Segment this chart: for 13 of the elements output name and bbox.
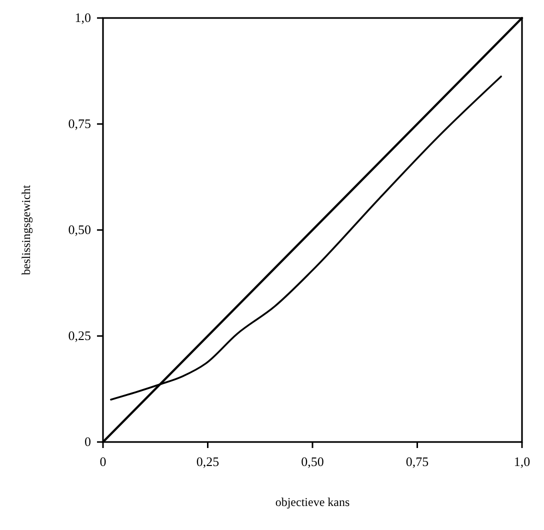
line-series <box>110 76 502 400</box>
y-tick-label: 0,25 <box>68 328 91 343</box>
x-tick-label: 1,0 <box>514 454 530 469</box>
y-tick-label: 1,0 <box>74 10 91 25</box>
x-tick-label: 0 <box>100 454 106 469</box>
x-tick-label: 0,75 <box>406 454 429 469</box>
x-tick-label: 0,50 <box>301 454 324 469</box>
y-tick-label: 0,75 <box>68 116 91 131</box>
y-axis-title: beslissingsgewicht <box>19 184 33 275</box>
x-axis-title: objectieve kans <box>275 495 350 509</box>
y-tick-label: 0,50 <box>68 222 91 237</box>
x-tick-label: 0,25 <box>196 454 220 469</box>
y-tick-label: 0 <box>84 434 91 449</box>
